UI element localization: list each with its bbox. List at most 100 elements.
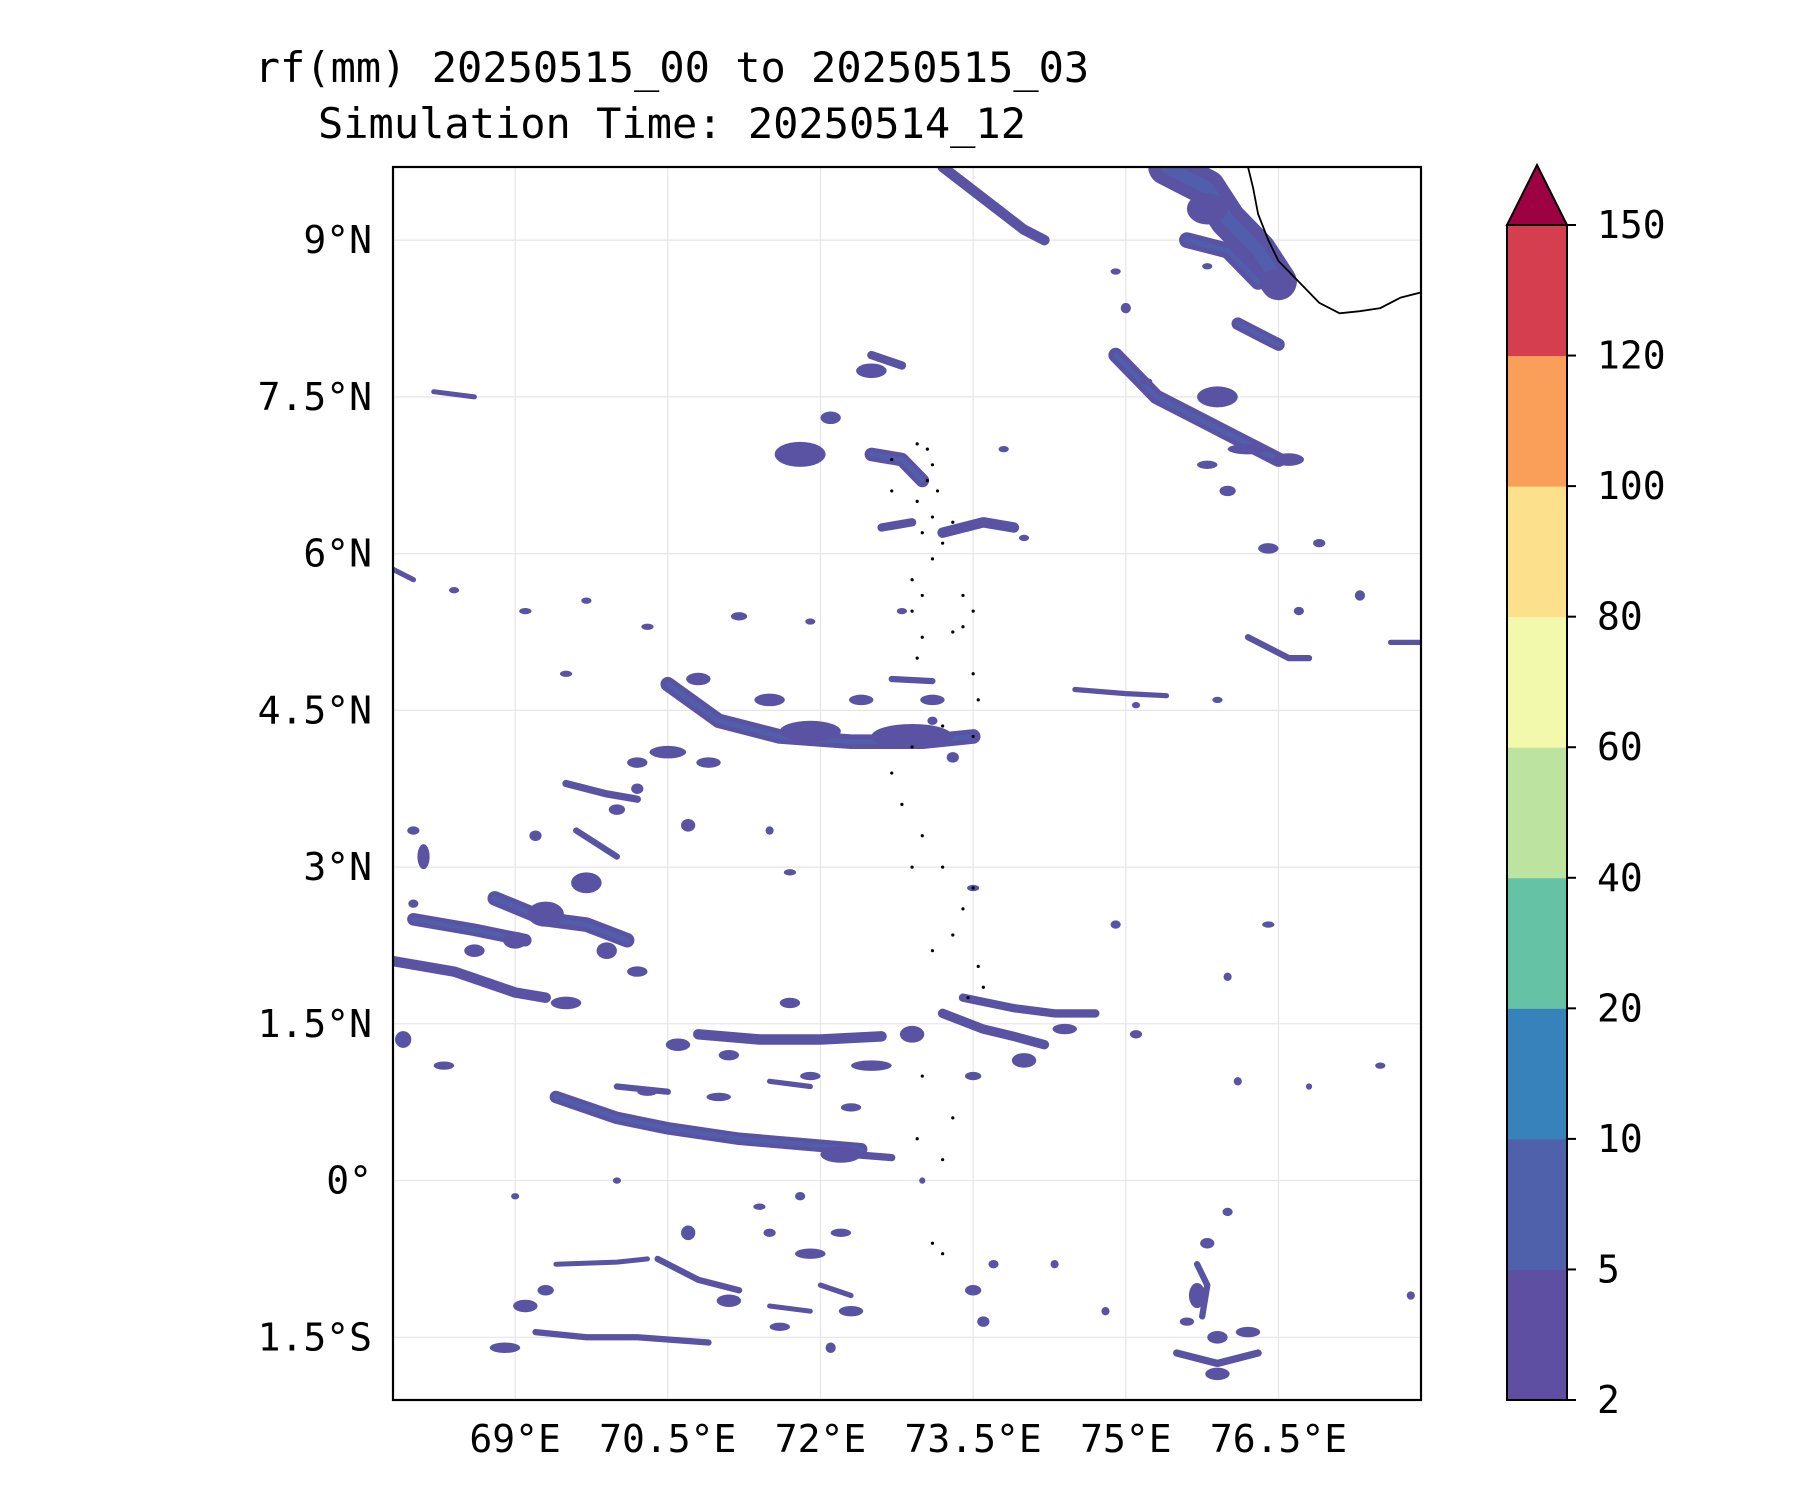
rain-patch <box>571 872 602 894</box>
rain-band <box>888 675 936 685</box>
colorbar-bin <box>1507 486 1567 618</box>
colorbar-label: 40 <box>1597 856 1643 900</box>
rain-patch <box>1120 302 1131 314</box>
colorbar-bin <box>1507 225 1567 357</box>
rain-patch <box>965 1285 982 1296</box>
rain-patch <box>407 826 420 835</box>
island-dot <box>941 865 945 869</box>
rain-band-core <box>553 1094 864 1152</box>
y-tick-label: 4.5°N <box>258 688 372 732</box>
rain-patch <box>965 1071 982 1081</box>
island-dot <box>915 499 919 503</box>
rain-patch <box>765 826 774 835</box>
island-dot <box>935 489 940 493</box>
rain-patch <box>1293 606 1304 616</box>
rain-patch <box>1179 1317 1195 1326</box>
island-dot <box>941 541 945 545</box>
y-tick-label: 6°N <box>303 532 372 576</box>
rain-patch <box>1140 378 1153 385</box>
island-dot <box>971 672 975 676</box>
rain-patch <box>830 1228 852 1237</box>
island-dot <box>941 1158 945 1162</box>
rain-band <box>1108 347 1286 467</box>
colorbar-label: 120 <box>1597 334 1666 378</box>
island-dot <box>890 457 894 462</box>
rain-patch <box>716 1294 742 1308</box>
y-tick-label: 9°N <box>303 218 372 262</box>
rain-band <box>766 1078 813 1090</box>
rain-band <box>937 1008 1050 1050</box>
rain-patch <box>1110 268 1121 275</box>
rain-patch <box>946 752 959 763</box>
rain-patch <box>433 1061 455 1070</box>
rain-patch <box>1212 696 1223 704</box>
rain-patch <box>395 1031 412 1048</box>
island-dot <box>961 907 965 911</box>
rain-patch <box>631 783 644 794</box>
rain-patch <box>838 1305 864 1317</box>
x-tick-label: 75°E <box>1080 1417 1172 1461</box>
colorbar-bin <box>1507 1269 1567 1401</box>
rain-patch <box>800 1071 821 1081</box>
rain-patch <box>899 1025 925 1043</box>
rain-band <box>693 1029 887 1045</box>
rain-patch <box>779 720 841 742</box>
rain-band <box>958 993 1100 1018</box>
island-dot <box>951 1116 955 1120</box>
rain-patch <box>1222 1207 1233 1217</box>
colorbar-bin <box>1507 747 1567 879</box>
rain-band-core <box>869 452 925 483</box>
longitude-axis: 69°E 70.5°E 72°E 73.5°E 75°E 76.5°E <box>469 1417 1347 1461</box>
rain-patch <box>417 844 430 870</box>
colorbar-label: 60 <box>1597 725 1643 769</box>
rain-patch <box>550 996 582 1010</box>
rain-patch <box>919 1177 926 1184</box>
island-dot <box>961 625 965 629</box>
colorbar-extend-arrow <box>1505 162 1569 226</box>
island-dot <box>900 802 904 806</box>
rain-patch <box>856 363 887 379</box>
rain-patch <box>753 1203 766 1210</box>
island-dot <box>925 447 929 451</box>
island-dot <box>890 489 894 493</box>
colorbar-bin <box>1507 877 1567 1009</box>
rain-band <box>867 350 907 370</box>
rain-patch <box>696 757 721 768</box>
colorbar-bin <box>1507 1138 1567 1270</box>
island-dot <box>930 463 935 467</box>
rain-patch <box>1186 193 1228 225</box>
rain-patch <box>840 1103 862 1112</box>
rain-patch <box>1354 590 1366 601</box>
rain-patch <box>665 1038 691 1051</box>
rain-patch <box>783 869 797 876</box>
rain-band <box>937 167 1050 246</box>
rain-patch <box>1262 921 1275 928</box>
x-tick-label: 72°E <box>775 1417 867 1461</box>
colorbar-label: 150 <box>1597 203 1666 247</box>
y-tick-label: 1.5°S <box>258 1315 372 1359</box>
rain-band-core <box>1184 237 1261 285</box>
rain-patch <box>1313 538 1326 548</box>
island-dot <box>971 609 975 613</box>
rain-patch <box>1207 1331 1228 1344</box>
rain-patch <box>927 716 938 725</box>
rain-patch <box>408 899 419 908</box>
rain-patch <box>502 931 528 949</box>
rain-patch <box>1235 1326 1261 1338</box>
maldives-islands <box>890 442 985 1256</box>
rain-patch <box>1227 443 1269 455</box>
island-dot <box>930 949 935 953</box>
rain-patch <box>649 745 687 759</box>
rain-patch <box>511 1193 520 1200</box>
island-dot <box>976 964 980 968</box>
island-dot <box>925 478 929 483</box>
rain-band <box>817 1282 854 1299</box>
rain-patch <box>795 1248 826 1259</box>
island-dot <box>951 933 955 937</box>
rain-patch <box>529 830 542 841</box>
rain-patch <box>596 942 617 960</box>
island-dot <box>971 734 975 739</box>
rain-patch <box>805 618 816 625</box>
